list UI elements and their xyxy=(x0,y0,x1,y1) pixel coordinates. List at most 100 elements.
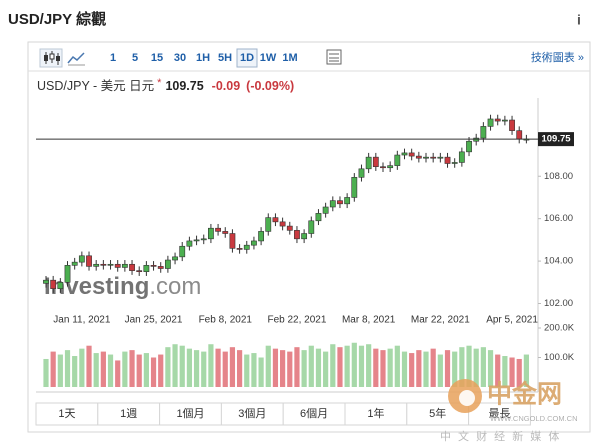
quote-symbol: USD/JPY - 美元 日元 * 109.75 -0.09 (-0.09%) xyxy=(37,77,294,93)
range-button[interactable] xyxy=(468,402,531,426)
volume-bar xyxy=(43,358,49,387)
volume-bar xyxy=(50,351,56,387)
candle-body xyxy=(164,259,171,269)
x-tick-label: Apr 5, 2021 xyxy=(486,315,538,326)
candle-body xyxy=(272,217,279,223)
volume-bar xyxy=(487,350,494,387)
volume-bar xyxy=(93,353,99,387)
candle-body xyxy=(458,151,465,163)
candle-body xyxy=(93,263,100,267)
y-tick-label: 108.00 xyxy=(544,171,573,182)
range-label[interactable]: 1年 xyxy=(367,406,384,420)
info-icon-label[interactable]: i xyxy=(577,12,581,28)
volume-bar xyxy=(179,345,185,387)
candle-body xyxy=(423,156,429,159)
candle-body xyxy=(329,200,336,208)
candle-body xyxy=(157,266,164,269)
last-price-label: 109.75 xyxy=(541,134,571,145)
volume-bar xyxy=(401,351,408,387)
interval-button[interactable]: 30 xyxy=(174,52,186,64)
candle-body xyxy=(315,213,322,222)
settings-icon[interactable] xyxy=(326,49,342,65)
volume-bar xyxy=(294,347,300,387)
interval-button[interactable]: 1M xyxy=(282,52,297,64)
volume-bar xyxy=(480,347,486,387)
technical-chart-link[interactable]: 技術圖表 » xyxy=(531,50,584,64)
volume-bar xyxy=(502,356,508,387)
candle-body xyxy=(501,119,508,122)
interval-button[interactable]: 1H xyxy=(196,52,210,64)
range-label[interactable]: 1個月 xyxy=(176,407,204,420)
cngold-logo-inner xyxy=(459,390,475,406)
volume-bar xyxy=(64,350,71,387)
candle-body xyxy=(78,255,85,263)
volume-bar xyxy=(280,350,286,387)
change: -0.09 xyxy=(212,79,241,93)
volume-bar xyxy=(143,353,149,387)
candle-body xyxy=(480,126,487,139)
candle-body xyxy=(107,263,114,266)
volume-bar xyxy=(358,345,365,387)
x-tick-label: Mar 22, 2021 xyxy=(411,315,470,326)
info-icon[interactable] xyxy=(570,12,588,30)
candle-body xyxy=(286,225,293,231)
widget-title: USD/JPY 綜觀 xyxy=(8,10,106,28)
cngold-name: 中金网 xyxy=(487,380,562,409)
range-label[interactable]: 3個月 xyxy=(238,407,266,420)
candle-body xyxy=(509,119,515,131)
volume-bar xyxy=(516,358,522,387)
investing-suffix: .com xyxy=(149,273,201,300)
range-label[interactable]: 5年 xyxy=(429,406,446,420)
interval-button[interactable]: 15 xyxy=(151,52,163,64)
candle-body xyxy=(322,206,329,214)
volume-bar xyxy=(201,351,207,387)
candle-body xyxy=(57,282,64,289)
price: 109.75 xyxy=(165,79,203,93)
candle-body xyxy=(294,230,300,240)
volume-bar xyxy=(244,354,250,387)
range-label[interactable]: 1週 xyxy=(120,407,137,420)
interval-button[interactable]: 1W xyxy=(260,52,277,64)
candle-body xyxy=(265,217,272,232)
volume-bar xyxy=(172,344,178,387)
volume-bar xyxy=(351,342,357,387)
candle-body xyxy=(243,244,250,250)
interval-button[interactable]: 5 xyxy=(132,52,138,64)
line-icon[interactable] xyxy=(67,52,85,66)
candle-body xyxy=(365,156,372,170)
volume-bar xyxy=(251,353,257,387)
volume-bar xyxy=(150,357,157,387)
range-label[interactable]: 最長 xyxy=(489,407,511,420)
range-label[interactable]: 1天 xyxy=(58,408,75,420)
candle-body xyxy=(308,220,315,234)
volume-bar xyxy=(330,344,336,387)
volume-bar xyxy=(79,348,85,387)
candle-body xyxy=(100,263,107,266)
candle-body xyxy=(380,166,386,169)
volume-bar xyxy=(158,354,164,387)
candle-icon[interactable] xyxy=(39,48,63,68)
volume-bar xyxy=(430,348,436,387)
candle-body xyxy=(86,255,92,267)
last-price-tag xyxy=(538,132,574,147)
volume-bar xyxy=(423,351,429,387)
volume-bar xyxy=(509,357,515,387)
interval-button[interactable]: 1D xyxy=(240,52,254,64)
cngold-url: WWW.CNGOLD.COM.CN xyxy=(490,414,578,423)
range-label[interactable]: 6個月 xyxy=(300,407,328,420)
volume-bar xyxy=(208,344,214,387)
volume-bar xyxy=(236,350,243,387)
candle-body xyxy=(150,265,157,267)
x-tick-label: Jan 25, 2021 xyxy=(125,315,183,326)
delay-marker: * xyxy=(157,77,162,89)
volume-bar xyxy=(72,356,78,387)
candle-body xyxy=(408,152,415,157)
volume-bar xyxy=(315,348,322,387)
y2-tick-label: 200.0K xyxy=(544,323,575,334)
interval-button[interactable]: 1 xyxy=(110,52,116,64)
candle-body xyxy=(279,221,286,227)
interval-button[interactable]: 5H xyxy=(218,52,232,64)
candle-body xyxy=(172,256,178,261)
candle-body xyxy=(129,263,135,271)
